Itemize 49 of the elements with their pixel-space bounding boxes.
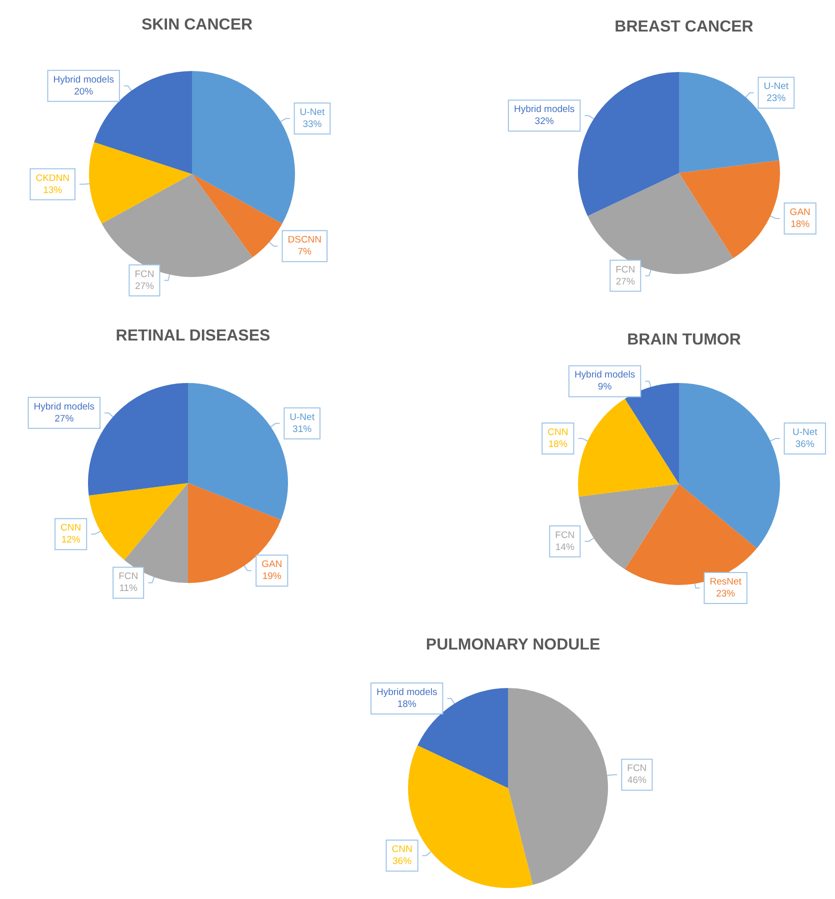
data-label: 7% [298, 246, 312, 258]
data-label: 23% [716, 588, 736, 600]
chart-title: BREAST CANCER [614, 18, 754, 36]
slice-label: DSCNN [288, 234, 322, 246]
data-label: 12% [61, 534, 81, 546]
data-label: 27% [616, 276, 636, 288]
chart-title: SKIN CANCER [141, 16, 253, 34]
chart-title: RETINAL DISEASES [116, 328, 271, 344]
slice-label: Hybrid models [376, 687, 438, 698]
slice-label: GAN [262, 559, 282, 570]
data-label: 36% [392, 856, 412, 868]
slice-label: Hybrid models [574, 370, 636, 381]
slice-label: CNN [548, 426, 568, 438]
slice-label: FCN [616, 264, 636, 276]
data-label: 18% [397, 699, 417, 710]
data-label: 23% [766, 93, 786, 104]
slice-label: FCN [555, 530, 575, 541]
data-label: 20% [74, 86, 94, 98]
data-label: 9% [598, 382, 612, 393]
slice-label: U-Net [764, 81, 789, 92]
slice-label: U-Net [792, 426, 818, 438]
slice-label: CNN [392, 844, 412, 856]
data-label: 27% [134, 280, 155, 292]
slice-label: U-Net [300, 107, 325, 118]
chart-title: PULMONARY NODULE [426, 636, 600, 654]
data-label: 18% [548, 438, 568, 450]
data-label: 31% [292, 424, 312, 435]
data-label: 46% [627, 775, 647, 786]
chart-title: BRAIN TUMOR [627, 332, 742, 348]
data-label: 13% [43, 184, 63, 196]
slice-label: CNN [60, 522, 82, 534]
data-label: 27% [54, 413, 74, 424]
data-label: 32% [534, 116, 554, 128]
slice-label: U-Net [290, 412, 315, 423]
data-label: 36% [795, 438, 815, 450]
slice-label: FCN [118, 571, 138, 582]
data-label: 33% [302, 119, 322, 130]
data-label: 11% [119, 583, 138, 594]
slice-label: Hybrid models [34, 401, 95, 412]
data-label: 14% [555, 542, 575, 553]
slice-label: FCN [134, 268, 154, 280]
slice-label: ResNet [710, 576, 742, 588]
data-label: 19% [262, 571, 282, 582]
slice-label: Hybrid models [53, 74, 114, 86]
slice-label: Hybrid models [514, 104, 575, 116]
slice-label: CKDNN [36, 172, 70, 184]
slice-label: GAN [790, 207, 811, 218]
data-label: 18% [790, 219, 810, 230]
slice-label: FCN [627, 763, 647, 774]
